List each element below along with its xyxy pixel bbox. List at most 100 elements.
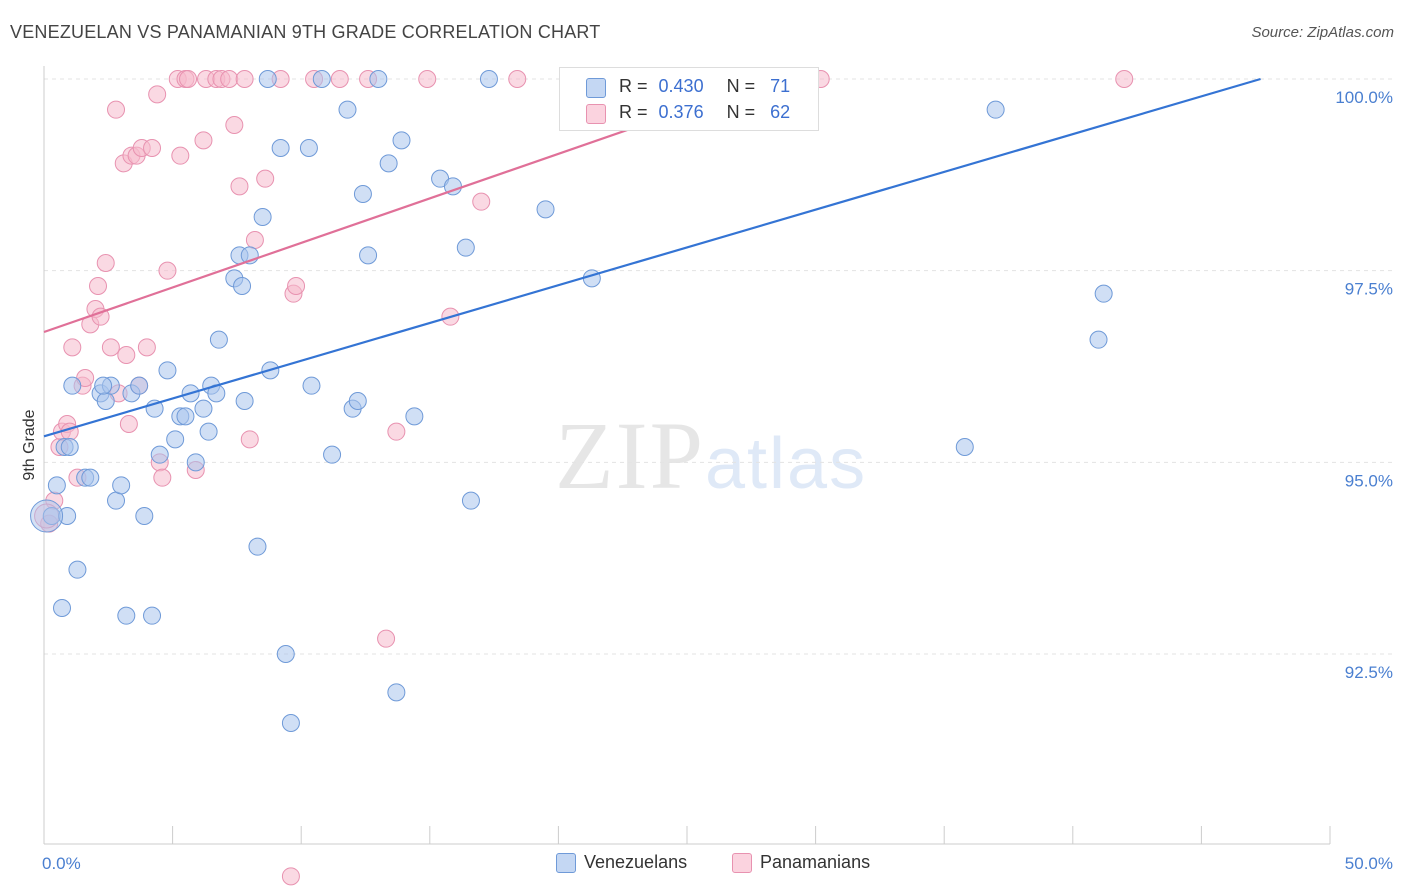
legend-n-panamanians: 62 (770, 102, 791, 122)
venezuelan-point (81, 468, 100, 487)
watermark-atlas: atlas (705, 424, 868, 504)
venezuelan-point (271, 139, 290, 157)
venezuelan-point (186, 453, 205, 472)
venezuelan-point (312, 70, 331, 88)
venezuelan-point (955, 438, 974, 456)
panamanian-point (158, 261, 177, 280)
venezuelan-point (323, 445, 342, 464)
panamanian-point (96, 254, 115, 272)
panamanian-point (119, 415, 138, 433)
venezuelan-point (338, 100, 357, 119)
venezuelan-point (130, 376, 149, 395)
panamanian-point (245, 231, 264, 249)
venezuelan-point (353, 185, 372, 203)
panamanian-point (281, 867, 300, 886)
venezuelan-point (986, 100, 1005, 119)
venezuelan-point (94, 376, 113, 395)
venezuelan-point (63, 376, 82, 395)
venezuelan-point (117, 606, 136, 625)
y-tick-label: 95.0% (1345, 471, 1393, 490)
panamanian-point (508, 70, 527, 88)
legend-text-venezuelans: R = 0.430 N = 71 (619, 76, 790, 97)
venezuelan-point (281, 714, 300, 732)
legend-text-panamanians: R = 0.376 N = 62 (619, 102, 790, 123)
venezuelan-point (456, 238, 475, 257)
legend-n-label: N = (726, 76, 756, 96)
panamanian-point (60, 422, 79, 441)
venezuelan-point (235, 392, 254, 410)
venezuelan-point (135, 507, 154, 525)
panamanian-point (179, 70, 198, 88)
legend-r-venezuelans: 0.430 (658, 76, 704, 96)
panamanian-point (89, 277, 108, 295)
panamanian-point (194, 131, 213, 150)
venezuelan-point (479, 70, 498, 88)
panamanian-point (153, 468, 172, 487)
panamanian-point (387, 422, 406, 441)
y-axis-label: 9th Grade (21, 409, 38, 480)
axes (43, 66, 1331, 845)
venezuelan-point (248, 537, 267, 556)
venezuelan-point (536, 200, 555, 219)
watermark-zip: ZIP (555, 402, 705, 509)
panamanian-point (1115, 70, 1134, 88)
venezuelan-point (60, 438, 79, 456)
panamanian-point (256, 169, 275, 188)
panamanian-point (101, 338, 120, 357)
venezuelan-point (199, 422, 218, 441)
venezuelan-point (233, 277, 252, 295)
venezuelan-point (461, 491, 480, 510)
panamanian-point (107, 100, 126, 119)
venezuelan-point (143, 606, 162, 625)
panamanian-point (377, 629, 396, 648)
venezuelan-point (68, 560, 87, 579)
correlation-legend: R = 0.430 N = 71 R = 0.376 N = 62 (559, 67, 819, 131)
panamanian-point (472, 192, 491, 211)
venezuelan-point (150, 445, 169, 464)
venezuelans-trend-line (43, 77, 1261, 438)
panamanian-point (220, 70, 239, 88)
venezuelan-point (194, 399, 213, 418)
x-tick-label-min: 0.0% (42, 854, 81, 873)
legend-r-panamanians: 0.376 (658, 102, 704, 122)
y-tick-label: 92.5% (1345, 663, 1393, 682)
venezuelan-point (405, 407, 424, 426)
venezuelan-point (582, 269, 601, 288)
venezuelan-point (107, 491, 126, 510)
venezuelan-cluster-point (30, 499, 64, 533)
bottom-legend-swatch-venezuelans (556, 853, 576, 873)
panamanian-point (63, 338, 82, 357)
grid-lines (44, 78, 1393, 655)
venezuelan-point (53, 599, 72, 617)
legend-swatch-venezuelans (586, 78, 606, 98)
venezuelans-points (30, 70, 1113, 732)
trend-lines (43, 77, 1261, 438)
panamanian-point (225, 116, 244, 134)
venezuelan-point (369, 70, 388, 88)
panamanian-point (137, 338, 156, 357)
bottom-legend-swatch-panamanians (732, 853, 752, 873)
venezuelan-point (359, 246, 378, 265)
source-credit: Source: ZipAtlas.com (1251, 24, 1394, 41)
panamanian-point (287, 277, 306, 295)
bottom-legend-label-venezuelans: Venezuelans (584, 852, 688, 872)
chart-title: VENEZUELAN VS PANAMANIAN 9TH GRADE CORRE… (10, 22, 601, 42)
watermark: ZIPatlas (555, 400, 867, 511)
venezuelan-point (166, 430, 185, 449)
venezuelan-point (1094, 284, 1113, 303)
legend-n-label: N = (726, 102, 756, 122)
venezuelan-point (387, 683, 406, 702)
x-tick-label-max: 50.0% (1345, 854, 1393, 873)
venezuelan-point (299, 139, 318, 157)
venezuelan-point (253, 208, 272, 226)
panamanians-points (34, 70, 1134, 886)
bottom-legend-label-panamanians: Panamanians (760, 852, 871, 872)
venezuelan-point (392, 131, 411, 150)
venezuelan-point (276, 645, 295, 663)
venezuelan-point (209, 330, 228, 349)
venezuelan-point (47, 476, 66, 495)
panamanian-point (143, 139, 162, 157)
panamanian-point (330, 70, 349, 88)
panamanian-point (91, 307, 110, 326)
